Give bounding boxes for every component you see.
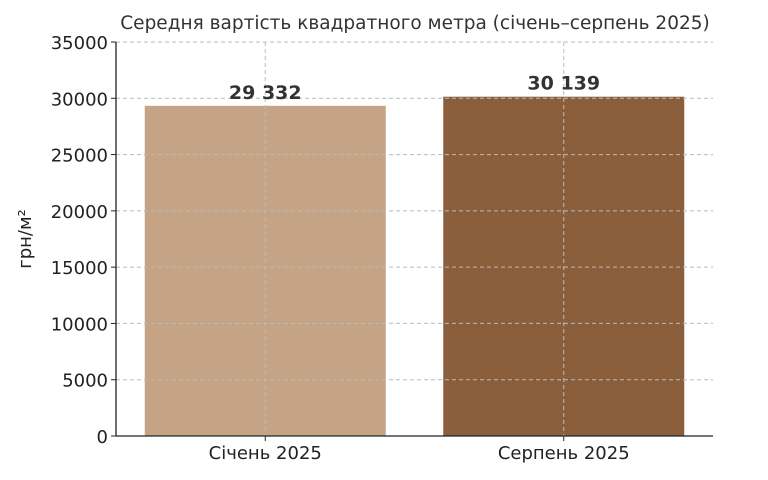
x-tick-label: Січень 2025 bbox=[209, 443, 322, 464]
y-tick-label: 15000 bbox=[51, 258, 108, 279]
y-tick-label: 0 bbox=[97, 427, 108, 448]
y-tick-label: 30000 bbox=[51, 89, 108, 110]
y-tick-label: 10000 bbox=[51, 314, 108, 335]
y-tick-label: 35000 bbox=[51, 33, 108, 54]
data-label: 29 332 bbox=[229, 82, 302, 104]
data-label: 30 139 bbox=[527, 73, 600, 95]
chart-title: Середня вартість квадратного метра (січе… bbox=[120, 13, 709, 34]
y-tick-label: 20000 bbox=[51, 202, 108, 223]
y-tick-label: 5000 bbox=[62, 371, 108, 392]
y-axis-label: грн/м² bbox=[15, 209, 36, 269]
x-tick-label: Серпень 2025 bbox=[498, 443, 630, 464]
y-tick-label: 25000 bbox=[51, 146, 108, 167]
